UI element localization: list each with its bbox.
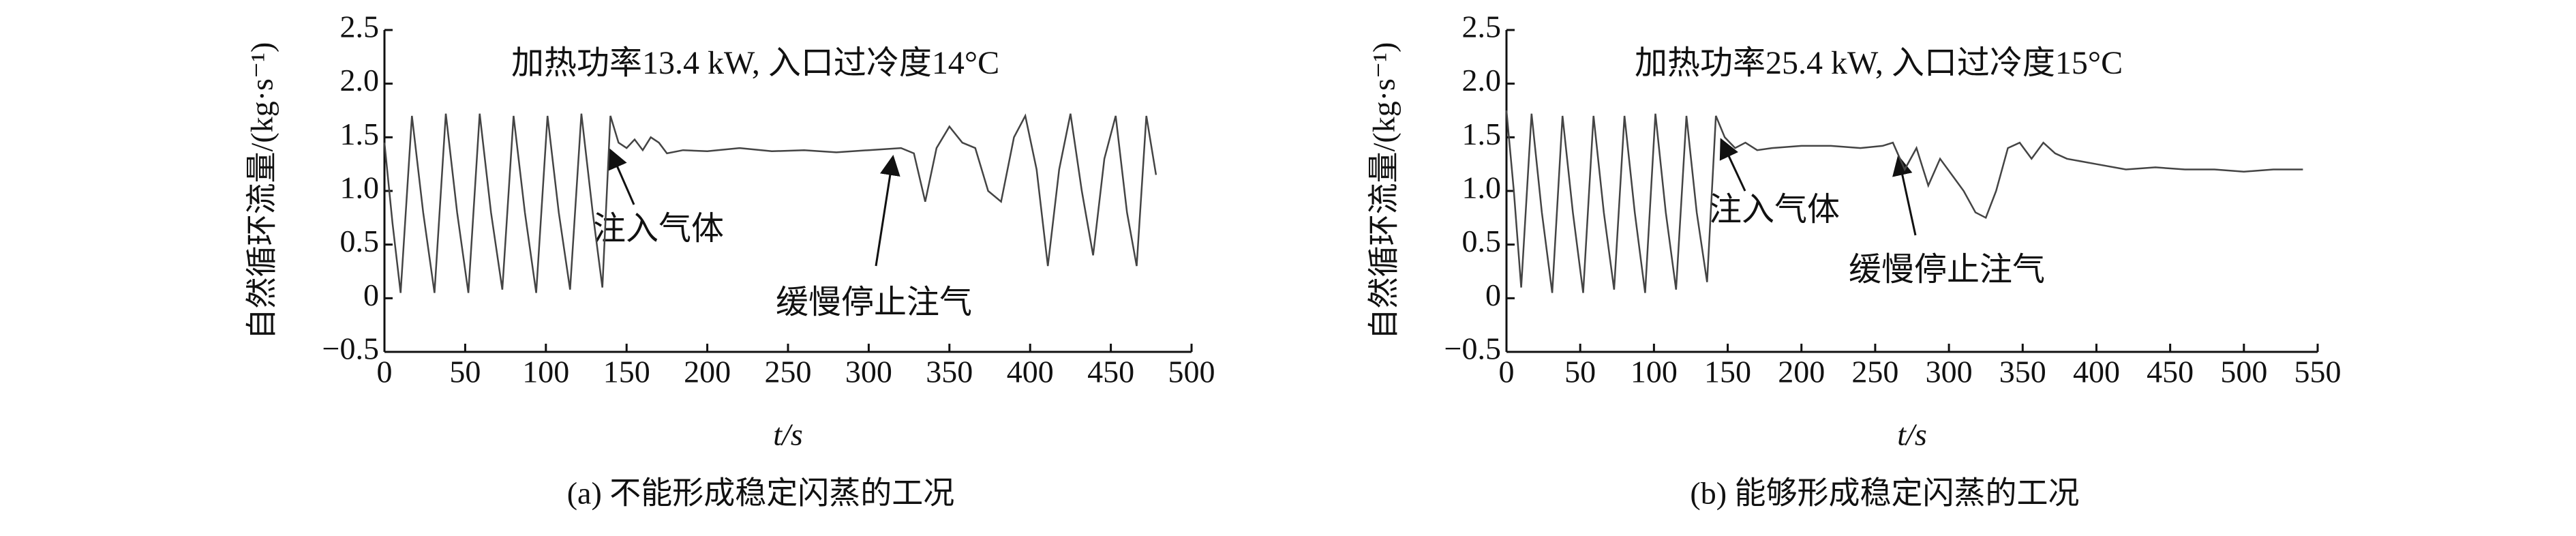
y-tick-label: 2.5 [340,10,380,44]
x-tick-label: 350 [926,355,973,389]
y-tick-label: 1.5 [340,117,380,151]
x-axis-label: t/s [1897,417,1926,452]
x-tick-label: 100 [522,355,569,389]
y-tick-label: 0 [363,278,379,312]
y-axis-label: 自然循环流量/(kg·s⁻¹) [1367,42,1401,340]
y-tick-label: 2.0 [1462,63,1502,98]
x-tick-label: 550 [2294,355,2342,389]
y-tick-label: −0.5 [1444,331,1501,366]
y-tick-label: 0.5 [340,224,380,258]
annotation: 缓慢停止注气 [776,284,972,321]
y-tick-label: 1.0 [1462,170,1502,205]
arrow [608,148,635,205]
arrow [1719,138,1746,192]
annotation: 注入气体 [1709,192,1840,228]
x-tick-label: 450 [1087,355,1134,389]
x-tick-label: 150 [603,355,650,389]
x-tick-label: 150 [1704,355,1751,389]
annotation: 缓慢停止注气 [1849,252,2045,288]
x-tick-label: 50 [449,355,481,389]
x-tick-label: 0 [377,355,393,389]
y-tick-label: 0 [1485,278,1501,312]
x-tick-label: 50 [1564,355,1596,389]
y-axis-label: 自然循环流量/(kg·s⁻¹) [245,42,279,340]
y-tick-label: 1.5 [1462,117,1502,151]
x-tick-label: 200 [1778,355,1825,389]
annotation: 加热功率13.4 kW, 入口过冷度14°C [511,45,999,81]
x-axis-label: t/s [773,417,802,452]
y-tick-label: −0.5 [322,331,379,366]
y-tick-label: 2.5 [1462,10,1502,44]
x-tick-label: 500 [1168,355,1215,389]
x-tick-label: 400 [1007,355,1054,389]
caption: (a) 不能形成稳定闪蒸的工况 [567,476,955,511]
y-tick-label: 1.0 [340,170,380,205]
annotation: 加热功率25.4 kW, 入口过冷度15°C [1635,45,2123,81]
x-tick-label: 300 [1926,355,1973,389]
arrow [1892,155,1917,236]
data-line [383,113,1157,293]
x-tick-label: 450 [2147,355,2194,389]
y-tick-label: 0.5 [1462,224,1502,258]
caption: (b) 能够形成稳定闪蒸的工况 [1690,476,2079,511]
x-tick-label: 250 [765,355,812,389]
arrow [875,155,900,267]
x-tick-label: 200 [684,355,731,389]
x-tick-label: 500 [2220,355,2267,389]
x-tick-label: 250 [1851,355,1898,389]
x-tick-label: 100 [1631,355,1678,389]
data-line [1505,110,2303,293]
x-tick-label: 400 [2073,355,2120,389]
y-tick-label: 2.0 [340,63,380,98]
x-tick-label: 350 [1999,355,2046,389]
x-tick-label: 0 [1499,355,1515,389]
annotation: 注入气体 [593,211,724,247]
x-tick-label: 300 [845,355,892,389]
